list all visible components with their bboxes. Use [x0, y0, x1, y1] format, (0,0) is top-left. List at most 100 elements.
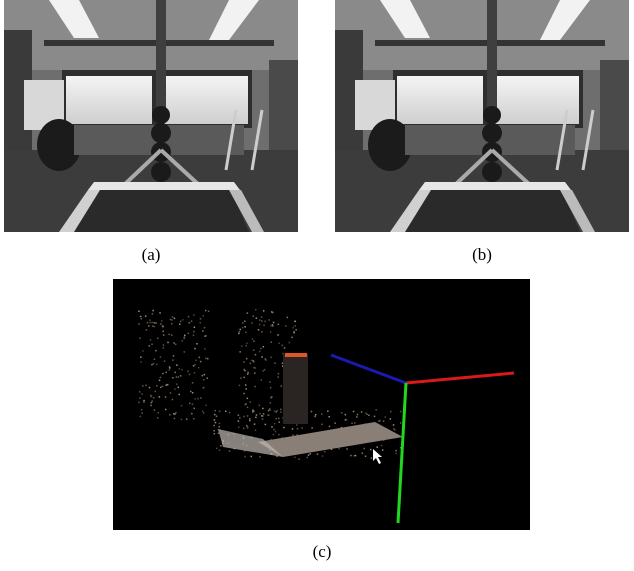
cloud-point [194, 327, 196, 329]
cloud-point [155, 350, 157, 352]
cloud-point [307, 457, 309, 459]
cloud-point [283, 427, 285, 429]
caption: (b) [452, 245, 512, 265]
cloud-point [393, 424, 395, 426]
cloud-point [208, 311, 210, 313]
cloud-point [169, 367, 171, 369]
cloud-point [146, 329, 148, 331]
cloud-point [192, 382, 194, 384]
cloud-point [255, 367, 257, 369]
cloud-point [174, 413, 176, 415]
cloud-point [145, 315, 147, 317]
cloud-point [193, 314, 195, 316]
cloud-point [268, 414, 270, 416]
cloud-point [275, 431, 277, 433]
cloud-point [244, 326, 246, 328]
cloud-point [247, 427, 249, 429]
cloud-point [251, 322, 253, 324]
cloud-point [154, 326, 156, 328]
cloud-point [204, 348, 206, 350]
cloud-point [207, 358, 209, 360]
cloud-point [346, 448, 348, 450]
cloud-point [164, 360, 166, 362]
cloud-point [225, 411, 227, 413]
cloud-point [173, 342, 175, 344]
image-right [335, 0, 629, 232]
cloud-point [155, 322, 157, 324]
cloud-point [274, 363, 276, 365]
cloud-point [270, 357, 272, 359]
cloud-point [175, 412, 177, 414]
cloud-point [263, 414, 265, 416]
cloud-point [400, 411, 402, 413]
cloud-point [295, 329, 297, 331]
cloud-point [247, 372, 249, 374]
cloud-point [184, 351, 186, 353]
cloud-point [205, 335, 207, 337]
cloud-point [261, 320, 263, 322]
cloud-point [203, 412, 205, 414]
cloud-point [158, 412, 160, 414]
cloud-point [147, 322, 149, 324]
cloud-point [200, 318, 202, 320]
cloud-point [287, 317, 289, 319]
cloud-point [169, 369, 171, 371]
cloud-point [255, 417, 257, 419]
cloud-point [254, 372, 256, 374]
cloud-point [246, 425, 248, 427]
cloud-point [149, 387, 151, 389]
cloud-point [263, 370, 265, 372]
cloud-point [272, 325, 274, 327]
cloud-point [314, 416, 316, 418]
cloud-point [184, 336, 186, 338]
cloud-point [278, 343, 280, 345]
cloud-point [176, 364, 178, 366]
cloud-point [200, 397, 202, 399]
cloud-point [366, 414, 368, 416]
cloud-point [154, 359, 156, 361]
cloud-point [151, 322, 153, 324]
cloud-point [139, 397, 141, 399]
cloud-point [259, 324, 261, 326]
cloud-point [194, 364, 196, 366]
cloud-point [238, 420, 240, 422]
cloud-point [292, 428, 294, 430]
cloud-point [197, 398, 199, 400]
cloud-point [245, 404, 247, 406]
cloud-point [259, 405, 261, 407]
cloud-point [265, 424, 267, 426]
cloud-point [381, 445, 383, 447]
cloud-point [193, 335, 195, 337]
cloud-point [160, 323, 162, 325]
cloud-point [138, 311, 140, 313]
cloud-point [202, 375, 204, 377]
cloud-point [353, 411, 355, 413]
cloud-point [178, 387, 180, 389]
cloud-point [354, 422, 356, 424]
cloud-point [145, 385, 147, 387]
cloud-point [214, 419, 216, 421]
cloud-point [188, 322, 190, 324]
cloud-point [258, 329, 260, 331]
cloud-point [246, 358, 248, 360]
cloud-point [280, 411, 282, 413]
cloud-point [243, 377, 245, 379]
cloud-point [159, 396, 161, 398]
cloud-point [256, 317, 258, 319]
cloud-point [292, 435, 294, 437]
cloud-point [183, 338, 185, 340]
cloud-point [166, 372, 168, 374]
cloud-point [175, 344, 177, 346]
cloud-point [259, 319, 261, 321]
cloud-point [239, 385, 241, 387]
cloud-point [334, 422, 336, 424]
cloud-point [254, 423, 256, 425]
cloud-point [176, 383, 178, 385]
cloud-point [351, 423, 353, 425]
cloud-point [216, 416, 218, 418]
cloud-point [269, 381, 271, 383]
cloud-point [357, 414, 359, 416]
cloud-point [238, 414, 240, 416]
cloud-point [216, 448, 218, 450]
cloud-point [191, 321, 193, 323]
